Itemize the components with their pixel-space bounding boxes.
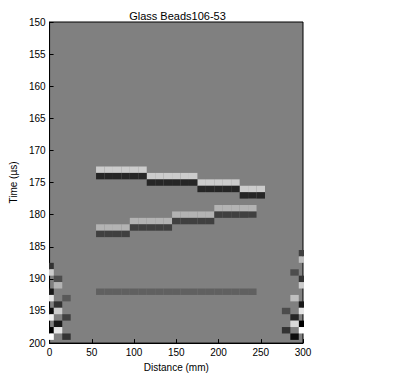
svg-text:300: 300 <box>295 347 312 358</box>
svg-text:200: 200 <box>29 338 46 349</box>
svg-text:160: 160 <box>29 81 46 92</box>
svg-text:200: 200 <box>210 347 227 358</box>
svg-text:0: 0 <box>47 347 53 358</box>
svg-text:180: 180 <box>29 209 46 220</box>
svg-text:50: 50 <box>86 347 98 358</box>
svg-text:165: 165 <box>29 113 46 124</box>
svg-text:150: 150 <box>168 347 185 358</box>
svg-text:Time (µs): Time (µs) <box>8 162 19 204</box>
svg-text:190: 190 <box>29 273 46 284</box>
svg-text:185: 185 <box>29 241 46 252</box>
svg-text:250: 250 <box>252 347 269 358</box>
svg-text:100: 100 <box>126 347 143 358</box>
svg-text:Distance (mm): Distance (mm) <box>144 362 209 373</box>
svg-text:195: 195 <box>29 305 46 316</box>
svg-text:150: 150 <box>29 17 46 28</box>
svg-text:155: 155 <box>29 49 46 60</box>
svg-text:175: 175 <box>29 177 46 188</box>
svg-text:170: 170 <box>29 145 46 156</box>
svg-text:Glass Beads106-53: Glass Beads106-53 <box>129 10 226 22</box>
